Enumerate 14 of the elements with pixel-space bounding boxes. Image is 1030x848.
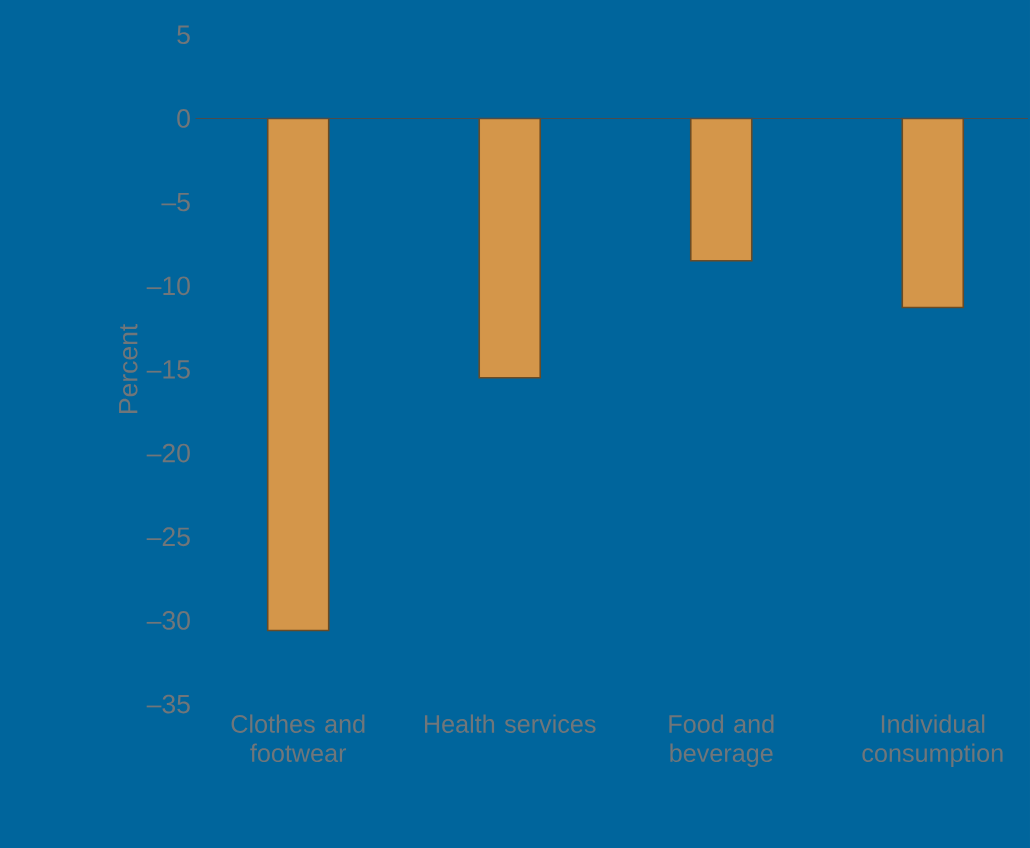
x-tick-label: Clothes and footwear: [231, 714, 365, 762]
y-tick-label: –10: [146, 276, 190, 296]
y-tick-label: –30: [146, 610, 190, 630]
y-tick-label: –25: [146, 527, 190, 546]
y-tick-label: –15: [146, 360, 190, 379]
y-axis-title: Percent: [119, 323, 138, 413]
x-tick-label: Food and beverage: [669, 714, 774, 767]
y-tick-label: 5: [177, 25, 190, 44]
x-tick-label: Health services: [424, 714, 596, 733]
y-tick-label: –35: [146, 694, 190, 714]
y-tick-label: –5: [161, 192, 190, 212]
y-tick-label: –20: [146, 443, 190, 463]
x-tick-label: Individual consumption: [862, 714, 1003, 767]
y-tick-label: 0: [177, 108, 190, 128]
